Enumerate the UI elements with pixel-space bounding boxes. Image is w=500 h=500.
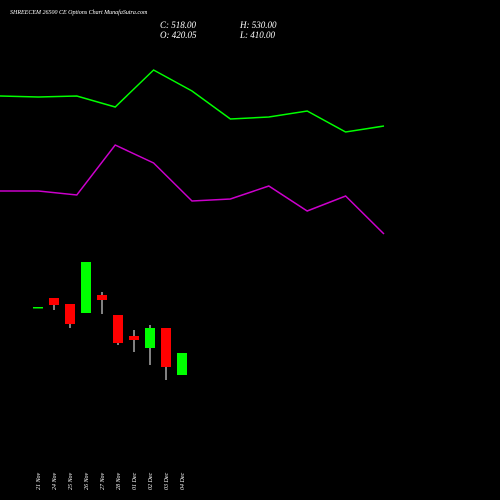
candle-body — [161, 328, 171, 367]
candle-body — [177, 353, 187, 375]
candle-body — [33, 307, 43, 309]
candle-body — [113, 315, 123, 343]
x-tick-label: 02 Dec — [148, 473, 154, 490]
x-tick-label: 21 Nov — [36, 472, 42, 490]
x-tick-label: 25 Nov — [68, 472, 74, 490]
candle-body — [81, 262, 91, 313]
candle-body — [129, 336, 139, 340]
candle-body — [49, 298, 59, 305]
x-tick-label: 26 Nov — [84, 472, 90, 490]
chart-title: SHREECEM 26500 CE Options Chart MunafaSu… — [10, 9, 148, 16]
x-tick-label: 01 Dec — [132, 473, 138, 490]
x-tick-label: 04 Dec — [179, 473, 186, 490]
summary-open: O: 420.05 — [160, 30, 197, 40]
candle-body — [145, 328, 155, 348]
candle-body — [65, 304, 75, 324]
summary-high: H: 530.00 — [239, 20, 277, 30]
summary-low: L: 410.00 — [239, 30, 276, 40]
x-tick-label: 03 Dec — [164, 473, 170, 490]
candle-body — [97, 295, 107, 300]
x-tick-label: 27 Nov — [100, 472, 106, 490]
x-tick-label: 28 Nov — [116, 472, 122, 490]
x-tick-label: 24 Nov — [51, 472, 58, 490]
indicator-line — [0, 144, 385, 235]
summary-close: C: 518.00 — [160, 20, 197, 30]
indicator-line — [0, 69, 385, 133]
